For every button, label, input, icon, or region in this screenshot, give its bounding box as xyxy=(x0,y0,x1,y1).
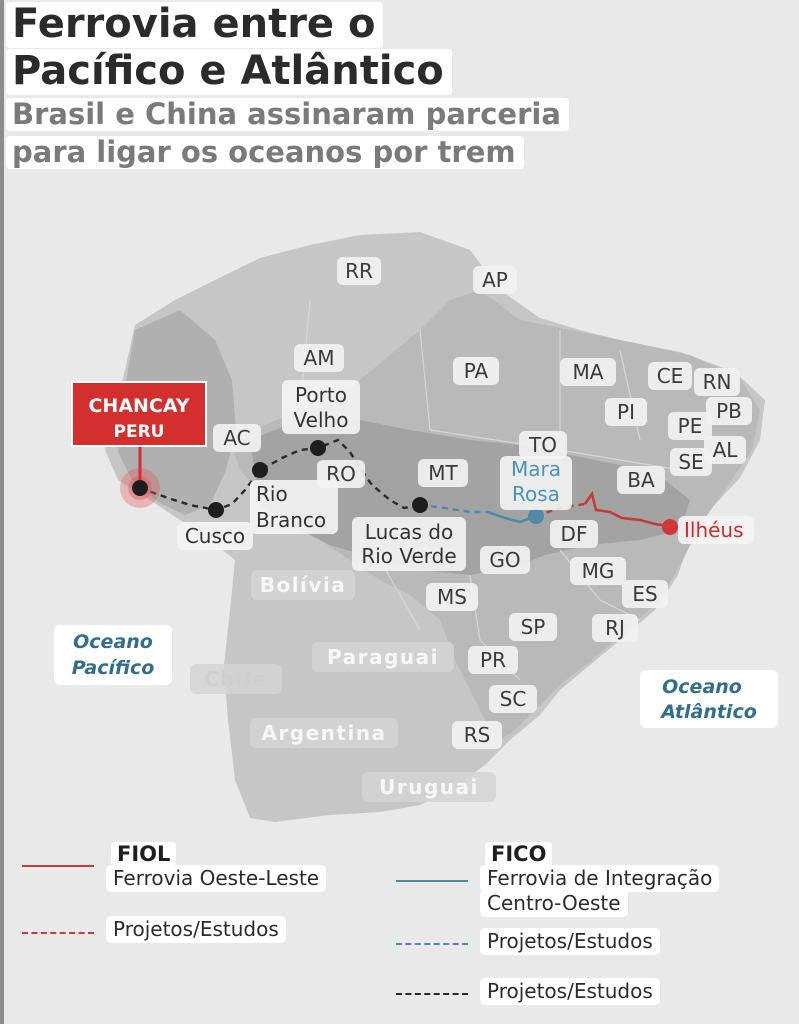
state-df: DF xyxy=(561,522,588,546)
subtitle-line-2: para ligar os oceanos por trem xyxy=(6,136,524,169)
city-lucas-2: Rio Verde xyxy=(361,544,456,568)
chancay-label: CHANCAY xyxy=(88,395,189,417)
legend-fico-line xyxy=(396,880,468,882)
state-ma: MA xyxy=(573,360,604,384)
chancay-point xyxy=(132,480,148,496)
peru-label: PERU xyxy=(114,422,165,442)
state-pe: PE xyxy=(678,414,703,438)
ocean-pacific-2: Pacífico xyxy=(72,657,155,679)
left-edge xyxy=(0,0,4,1024)
state-sc: SC xyxy=(500,687,527,711)
title-line-2: Pacífico e Atlântico xyxy=(6,49,452,95)
mara-rosa-point xyxy=(528,508,544,524)
legend-black-studies: Projetos/Estudos xyxy=(480,978,660,1005)
state-go: GO xyxy=(489,548,520,572)
porto-velho-point xyxy=(310,440,326,456)
city-labels: Porto Velho Rio Branco Cusco Lucas do Ri… xyxy=(177,380,754,571)
rio-branco-point xyxy=(252,462,268,478)
city-mara-rosa-2: Rosa xyxy=(512,482,560,506)
city-rio-branco-1: Rio xyxy=(256,482,288,506)
legend-fico-code: FICO xyxy=(485,842,553,866)
fico-studies-route xyxy=(419,503,488,514)
state-ap: AP xyxy=(482,268,508,292)
city-mara-rosa-1: Mara xyxy=(511,457,561,481)
state-rs: RS xyxy=(464,723,491,747)
country-bolivia: Bolívia xyxy=(260,573,347,597)
city-cusco: Cusco xyxy=(185,524,245,548)
city-lucas-1: Lucas do xyxy=(365,520,453,544)
country-paraguai: Paraguai xyxy=(327,645,439,669)
country-labels: Bolívia Paraguai Chile Argentina Uruguai xyxy=(190,570,496,802)
ocean-labels: Oceano Pacífico Oceano Atlântico xyxy=(54,625,778,728)
city-porto-velho-1: Porto xyxy=(295,383,347,407)
state-se: SE xyxy=(678,450,703,474)
ocean-atlantic-1: Oceano xyxy=(662,676,742,698)
state-am: AM xyxy=(304,346,335,370)
city-porto-velho-2: Velho xyxy=(294,408,349,432)
state-rn: RN xyxy=(703,370,732,394)
state-ac: AC xyxy=(223,426,250,450)
state-rj: RJ xyxy=(605,616,625,640)
black-studies-route xyxy=(139,438,421,512)
title-line-1: Ferrovia entre o xyxy=(6,2,384,48)
state-pb: PB xyxy=(716,399,742,423)
legend-fico-studies-line xyxy=(396,943,468,945)
legend-fico-studies: Projetos/Estudos xyxy=(480,928,660,955)
legend-fiol-studies: Projetos/Estudos xyxy=(106,916,286,943)
state-ms: MS xyxy=(437,585,467,609)
cusco-point xyxy=(208,502,224,518)
lucas-point xyxy=(412,497,428,513)
state-pa: PA xyxy=(464,359,489,383)
country-argentina: Argentina xyxy=(261,721,386,745)
state-mg: MG xyxy=(582,559,615,583)
city-ilheus: Ilhéus xyxy=(684,518,744,542)
subtitle-line-1: Brasil e China assinaram parceria xyxy=(6,98,569,131)
state-pr: PR xyxy=(480,648,506,672)
legend-fiol-name: Ferrovia Oeste-Leste xyxy=(106,865,327,892)
state-es: ES xyxy=(632,582,657,606)
legend-fiol-code: FIOL xyxy=(111,842,177,866)
legend-fiol-studies-line xyxy=(22,932,94,934)
country-chile: Chile xyxy=(204,667,268,691)
legend-fico-name-1: Ferrovia de Integração xyxy=(480,865,720,892)
state-ce: CE xyxy=(657,364,684,388)
state-pi: PI xyxy=(617,400,635,424)
state-mt: MT xyxy=(428,461,458,485)
fico-route xyxy=(487,510,537,524)
legend-black-studies-line xyxy=(396,993,468,995)
chancay-badge: CHANCAY PERU xyxy=(71,381,207,480)
ocean-pacific-1: Oceano xyxy=(73,631,153,653)
state-ba: BA xyxy=(627,468,655,492)
city-rio-branco-2: Branco xyxy=(256,508,326,532)
fiol-route xyxy=(583,490,669,528)
state-al: AL xyxy=(713,438,739,462)
ocean-atlantic-2: Atlântico xyxy=(659,701,757,723)
ilheus-point xyxy=(662,519,678,535)
legend-fiol-line xyxy=(22,865,94,867)
state-sp: SP xyxy=(521,615,546,639)
state-labels: RR AP AM PA MA CE RN PB PI PE AL SE AC R… xyxy=(213,257,752,749)
state-rr: RR xyxy=(345,259,373,283)
state-to: TO xyxy=(528,433,557,457)
country-uruguai: Uruguai xyxy=(379,775,479,799)
legend-fico-name-2: Centro-Oeste xyxy=(480,890,628,917)
